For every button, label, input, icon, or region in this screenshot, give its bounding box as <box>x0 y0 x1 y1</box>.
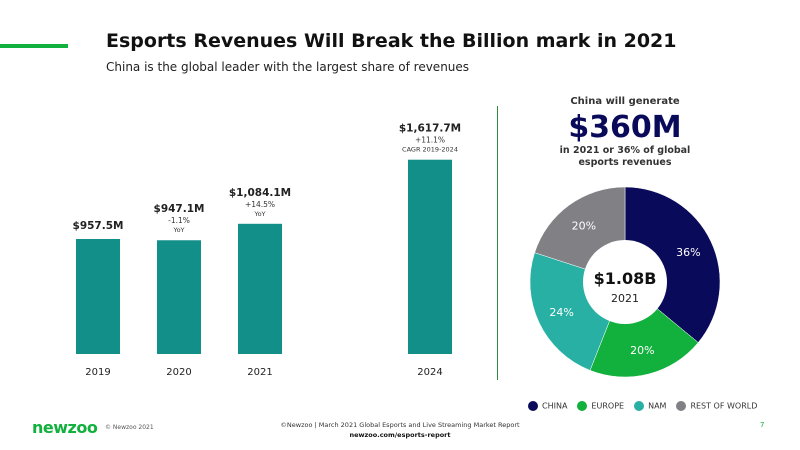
legend-dot <box>577 401 588 411</box>
legend-item-nam: NAM <box>634 401 666 411</box>
x-tick-label: 2020 <box>166 367 191 378</box>
newzoo-logo: newzoo <box>32 418 98 437</box>
pie-slice-label: 20% <box>572 219 596 232</box>
legend-label: EUROPE <box>591 401 625 411</box>
legend-label: CHINA <box>542 401 568 411</box>
pie-slice-label: 36% <box>676 246 700 259</box>
bar-2019 <box>76 239 120 354</box>
bar-annotation: CAGR 2019-2024 <box>402 146 458 154</box>
callout-intro: China will generate <box>570 96 680 107</box>
legend-item-europe: EUROPE <box>577 401 624 411</box>
bar-value-label: $1,084.1M <box>229 187 291 199</box>
report-credit: ©Newzoo | March 2021 Global Esports and … <box>280 421 520 429</box>
bar-value-label: $947.1M <box>154 203 205 215</box>
legend-dot <box>528 401 538 411</box>
x-tick-label: 2019 <box>85 367 110 378</box>
pie-legend: CHINA EUROPE NAM REST OF WORLD <box>528 401 757 411</box>
bar-annotation: YoY <box>172 226 184 234</box>
donut-hole <box>583 240 667 324</box>
x-tick-label: 2024 <box>417 367 442 378</box>
divider <box>497 106 498 380</box>
legend-item-rest: REST OF WORLD <box>676 401 757 411</box>
legend-label: NAM <box>648 401 667 411</box>
copyright: © Newzoo 2021 <box>105 424 154 431</box>
bar-annotation: YoY <box>253 210 265 218</box>
callout-detail: in 2021 or 36% of global esports revenue… <box>559 145 691 168</box>
legend-label: REST OF WORLD <box>690 401 758 411</box>
page-number: 7 <box>760 421 765 429</box>
bar-2020 <box>157 240 201 354</box>
legend-dot <box>634 401 645 411</box>
pie-slice-label: 20% <box>630 344 654 357</box>
accent-bar <box>0 44 68 48</box>
bar-annotation: +11.1% <box>415 136 445 145</box>
page-title: Esports Revenues Will Break the Billion … <box>106 30 677 52</box>
callout-value: $360M <box>568 110 682 145</box>
bar-annotation: +14.5% <box>245 200 275 209</box>
bar-annotation: -1.1% <box>168 216 190 225</box>
donut-center-value: $1.08B <box>594 269 657 288</box>
legend-item-china: CHINA <box>528 401 567 411</box>
bar-value-label: $1,617.7M <box>399 123 461 135</box>
donut-center-label: 2021 <box>611 292 639 305</box>
bar-value-label: $957.5M <box>73 220 124 232</box>
bar-2021 <box>238 223 282 354</box>
pie-slice-label: 24% <box>549 306 573 319</box>
x-tick-label: 2021 <box>247 367 272 378</box>
report-url[interactable]: newzoo.com/esports-report <box>349 431 451 439</box>
bar-2024 <box>408 159 452 354</box>
page-subtitle: China is the global leader with the larg… <box>106 60 470 74</box>
legend-dot <box>676 401 687 411</box>
pie-slice-china <box>624 186 721 343</box>
